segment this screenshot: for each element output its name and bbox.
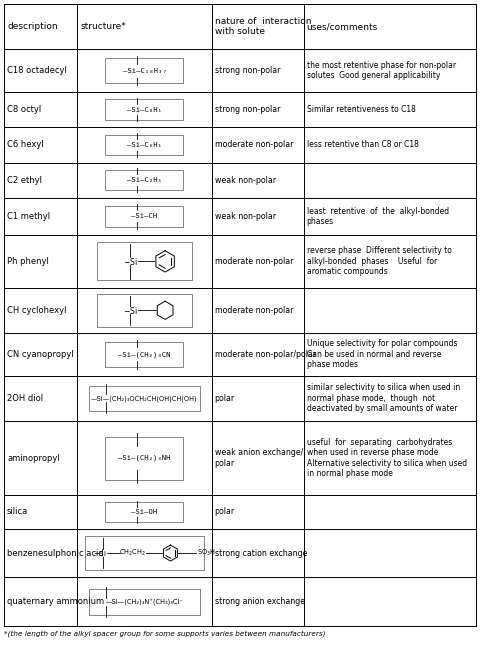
Text: CH cyclohexyl: CH cyclohexyl [7,306,67,315]
Text: CN cyanopropyl: CN cyanopropyl [7,350,74,359]
Text: —Si—(CH₂)₃CN: —Si—(CH₂)₃CN [118,351,171,358]
Bar [106,502,183,522]
Bar [97,294,192,327]
Text: structure*: structure* [80,22,126,31]
Text: C18 octadecyl: C18 octadecyl [7,66,67,75]
Bar [85,537,204,570]
Text: least  retentive  of  the  alkyl-bonded
phases: least retentive of the alkyl-bonded phas… [307,207,449,226]
Text: —Si—C₆H₁: —Si—C₆H₁ [127,142,162,148]
Text: strong non-polar: strong non-polar [215,105,280,114]
Text: nature of  interaction
with solute: nature of interaction with solute [215,17,311,37]
Text: polar: polar [215,507,235,517]
Bar [106,135,183,155]
Bar [89,386,200,411]
Text: the most retentive phase for non-polar
solutes  Good general applicability: the most retentive phase for non-polar s… [307,61,456,80]
Text: moderate non-polar/polar: moderate non-polar/polar [215,350,316,359]
Text: Ph phenyl: Ph phenyl [7,257,49,266]
Bar [97,242,192,280]
Text: *(the length of the alkyl spacer group for some supports varies between manufact: *(the length of the alkyl spacer group f… [4,630,325,637]
Text: SO$_3$H: SO$_3$H [196,548,216,558]
Text: strong anion exchange: strong anion exchange [215,598,305,606]
Bar [106,206,183,227]
Text: —Si—C₈H₁: —Si—C₈H₁ [127,107,162,113]
Bar [106,100,183,120]
Text: Similar retentiveness to C18: Similar retentiveness to C18 [307,105,416,114]
Text: uses/comments: uses/comments [307,22,378,31]
Text: weak anion exchange/
polar: weak anion exchange/ polar [215,448,303,468]
Text: Unique selectivity for polar compounds
Can be used in normal and reverse
phase m: Unique selectivity for polar compounds C… [307,339,457,369]
Text: —Si—CH: —Si—CH [132,213,157,219]
Text: C8 octyl: C8 octyl [7,105,41,114]
Text: moderate non-polar: moderate non-polar [215,140,293,149]
Text: moderate non-polar: moderate non-polar [215,257,293,266]
Text: similar selectivity to silica when used in
normal phase mode,  though  not
deact: similar selectivity to silica when used … [307,384,460,413]
Text: quaternary ammonium: quaternary ammonium [7,598,104,606]
Bar [106,436,183,479]
Text: —Si—(CH₂)₃OCH₂CH(OH)CH(OH): —Si—(CH₂)₃OCH₂CH(OH)CH(OH) [91,395,198,402]
Text: weak non-polar: weak non-polar [215,212,276,221]
Text: reverse phase  Different selectivity to
alkyl-bonded  phases    Useful  for
arom: reverse phase Different selectivity to a… [307,246,452,276]
Text: benzenesulphonic acid: benzenesulphonic acid [7,548,104,558]
Text: —Si—OH: —Si—OH [132,509,157,515]
Text: —Si—(CH₂)₃N⁺(CH₃)₃Cl⁻: —Si—(CH₂)₃N⁺(CH₃)₃Cl⁻ [106,598,183,606]
Text: weak non-polar: weak non-polar [215,176,276,185]
Bar [106,58,183,83]
Text: C6 hexyl: C6 hexyl [7,140,44,149]
Bar [89,588,200,616]
Text: $-$Si: $-$Si [123,305,138,316]
Text: useful  for  separating  carbohydrates
when used in reverse phase mode
Alternati: useful for separating carbohydrates when… [307,438,467,478]
Text: moderate non-polar: moderate non-polar [215,306,293,315]
Text: strong non-polar: strong non-polar [215,66,280,75]
Bar [4,4,476,49]
Text: —Si—C₁₈H₃₇: —Si—C₁₈H₃₇ [122,68,166,74]
Text: —Si—(CH₂)₃NH: —Si—(CH₂)₃NH [118,455,171,461]
Text: CH$_2$CH$_2$: CH$_2$CH$_2$ [119,548,146,558]
Text: silica: silica [7,507,28,517]
Text: C2 ethyl: C2 ethyl [7,176,42,185]
Text: description: description [7,22,58,31]
Bar [106,342,183,367]
Text: —Si—C₂H₅: —Si—C₂H₅ [127,177,162,183]
Text: $-$Si: $-$Si [123,256,138,267]
Text: $-$Si$-$: $-$Si$-$ [93,548,113,558]
Text: 2OH diol: 2OH diol [7,394,43,403]
Bar [106,170,183,191]
Text: polar: polar [215,394,235,403]
Text: less retentive than C8 or C18: less retentive than C8 or C18 [307,140,419,149]
Text: aminopropyl: aminopropyl [7,454,60,463]
Text: C1 methyl: C1 methyl [7,212,50,221]
Text: strong cation exchange: strong cation exchange [215,548,307,558]
